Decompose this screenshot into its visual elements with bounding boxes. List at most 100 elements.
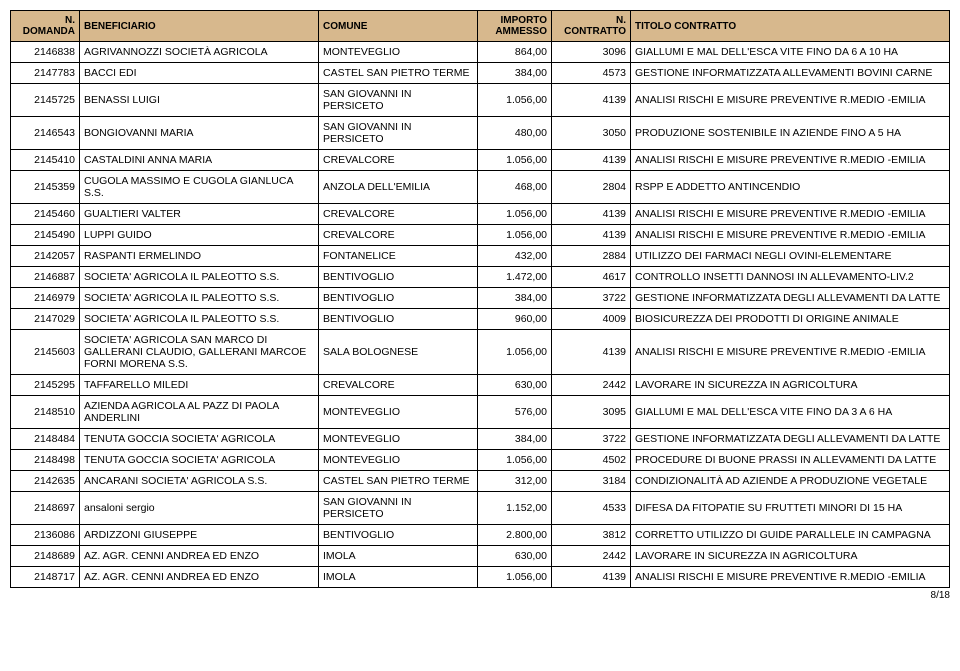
table-row: 2146543BONGIOVANNI MARIASAN GIOVANNI IN … [11,117,950,150]
cell-contratto: 3096 [552,42,631,63]
cell-comune: MONTEVEGLIO [319,450,478,471]
cell-importo: 1.472,00 [478,267,552,288]
cell-importo: 384,00 [478,63,552,84]
cell-titolo: LAVORARE IN SICUREZZA IN AGRICOLTURA [631,546,950,567]
cell-contratto: 2804 [552,171,631,204]
cell-importo: 1.152,00 [478,492,552,525]
cell-comune: CREVALCORE [319,375,478,396]
table-row: 2148484TENUTA GOCCIA SOCIETA' AGRICOLAMO… [11,429,950,450]
cell-comune: SAN GIOVANNI IN PERSICETO [319,492,478,525]
cell-titolo: BIOSICUREZZA DEI PRODOTTI DI ORIGINE ANI… [631,309,950,330]
cell-beneficiario: ARDIZZONI GIUSEPPE [80,525,319,546]
contracts-table: N. DOMANDA BENEFICIARIO COMUNE IMPORTO A… [10,10,950,588]
cell-comune: BENTIVOGLIO [319,267,478,288]
cell-titolo: ANALISI RISCHI E MISURE PREVENTIVE R.MED… [631,150,950,171]
cell-comune: SAN GIOVANNI IN PERSICETO [319,117,478,150]
cell-beneficiario: CUGOLA MASSIMO E CUGOLA GIANLUCA S.S. [80,171,319,204]
table-row: 2142635ANCARANI SOCIETA' AGRICOLA S.S.CA… [11,471,950,492]
cell-contratto: 4139 [552,567,631,588]
cell-domanda: 2145490 [11,225,80,246]
cell-beneficiario: AZ. AGR. CENNI ANDREA ED ENZO [80,567,319,588]
cell-comune: ANZOLA DELL'EMILIA [319,171,478,204]
cell-importo: 1.056,00 [478,567,552,588]
table-row: 2145725BENASSI LUIGISAN GIOVANNI IN PERS… [11,84,950,117]
table-row: 2145603SOCIETA' AGRICOLA SAN MARCO DI GA… [11,330,950,375]
cell-contratto: 3184 [552,471,631,492]
cell-domanda: 2146979 [11,288,80,309]
cell-titolo: GESTIONE INFORMATIZZATA ALLEVAMENTI BOVI… [631,63,950,84]
cell-contratto: 4502 [552,450,631,471]
cell-contratto: 2442 [552,546,631,567]
table-row: 2148498TENUTA GOCCIA SOCIETA' AGRICOLAMO… [11,450,950,471]
cell-contratto: 4573 [552,63,631,84]
cell-importo: 384,00 [478,288,552,309]
cell-comune: SALA BOLOGNESE [319,330,478,375]
cell-domanda: 2142635 [11,471,80,492]
cell-comune: IMOLA [319,567,478,588]
cell-comune: BENTIVOGLIO [319,288,478,309]
cell-beneficiario: TENUTA GOCCIA SOCIETA' AGRICOLA [80,429,319,450]
cell-importo: 1.056,00 [478,204,552,225]
cell-domanda: 2148697 [11,492,80,525]
cell-titolo: ANALISI RISCHI E MISURE PREVENTIVE R.MED… [631,84,950,117]
cell-domanda: 2142057 [11,246,80,267]
cell-contratto: 4139 [552,204,631,225]
cell-contratto: 4139 [552,150,631,171]
cell-contratto: 3812 [552,525,631,546]
cell-beneficiario: BONGIOVANNI MARIA [80,117,319,150]
cell-comune: CREVALCORE [319,204,478,225]
cell-titolo: ANALISI RISCHI E MISURE PREVENTIVE R.MED… [631,330,950,375]
cell-titolo: GIALLUMI E MAL DELL'ESCA VITE FINO DA 6 … [631,42,950,63]
cell-domanda: 2145725 [11,84,80,117]
cell-domanda: 2145410 [11,150,80,171]
cell-contratto: 4139 [552,330,631,375]
table-row: 2145490LUPPI GUIDOCREVALCORE1.056,004139… [11,225,950,246]
cell-beneficiario: SOCIETA' AGRICOLA SAN MARCO DI GALLERANI… [80,330,319,375]
cell-contratto: 4009 [552,309,631,330]
cell-contratto: 3095 [552,396,631,429]
cell-domanda: 2148689 [11,546,80,567]
cell-contratto: 3050 [552,117,631,150]
cell-importo: 480,00 [478,117,552,150]
cell-beneficiario: TENUTA GOCCIA SOCIETA' AGRICOLA [80,450,319,471]
cell-importo: 1.056,00 [478,150,552,171]
table-row: 2147029SOCIETA' AGRICOLA IL PALEOTTO S.S… [11,309,950,330]
cell-comune: FONTANELICE [319,246,478,267]
cell-titolo: GIALLUMI E MAL DELL'ESCA VITE FINO DA 3 … [631,396,950,429]
cell-importo: 312,00 [478,471,552,492]
cell-domanda: 2148484 [11,429,80,450]
cell-beneficiario: ANCARANI SOCIETA' AGRICOLA S.S. [80,471,319,492]
cell-contratto: 3722 [552,429,631,450]
cell-importo: 864,00 [478,42,552,63]
cell-importo: 630,00 [478,375,552,396]
cell-domanda: 2147029 [11,309,80,330]
page-number: 8/18 [10,590,950,601]
cell-domanda: 2136086 [11,525,80,546]
header-importo: IMPORTO AMMESSO [478,11,552,42]
table-row: 2148717AZ. AGR. CENNI ANDREA ED ENZOIMOL… [11,567,950,588]
cell-comune: MONTEVEGLIO [319,396,478,429]
cell-importo: 630,00 [478,546,552,567]
cell-domanda: 2148510 [11,396,80,429]
cell-importo: 1.056,00 [478,450,552,471]
cell-titolo: GESTIONE INFORMATIZZATA DEGLI ALLEVAMENT… [631,288,950,309]
table-row: 2148689AZ. AGR. CENNI ANDREA ED ENZOIMOL… [11,546,950,567]
cell-beneficiario: RASPANTI ERMELINDO [80,246,319,267]
cell-domanda: 2145603 [11,330,80,375]
cell-titolo: ANALISI RISCHI E MISURE PREVENTIVE R.MED… [631,204,950,225]
header-beneficiario: BENEFICIARIO [80,11,319,42]
table-body: 2146838AGRIVANNOZZI SOCIETÀ AGRICOLAMONT… [11,42,950,588]
table-row: 2145359CUGOLA MASSIMO E CUGOLA GIANLUCA … [11,171,950,204]
table-row: 2145295TAFFARELLO MILEDICREVALCORE630,00… [11,375,950,396]
cell-titolo: UTILIZZO DEI FARMACI NEGLI OVINI-ELEMENT… [631,246,950,267]
cell-importo: 2.800,00 [478,525,552,546]
cell-importo: 1.056,00 [478,225,552,246]
cell-titolo: PROCEDURE DI BUONE PRASSI IN ALLEVAMENTI… [631,450,950,471]
table-row: 2145460GUALTIERI VALTERCREVALCORE1.056,0… [11,204,950,225]
table-row: 2148697ansaloni sergioSAN GIOVANNI IN PE… [11,492,950,525]
table-row: 2146887SOCIETA' AGRICOLA IL PALEOTTO S.S… [11,267,950,288]
table-row: 2136086ARDIZZONI GIUSEPPEBENTIVOGLIO2.80… [11,525,950,546]
cell-titolo: PRODUZIONE SOSTENIBILE IN AZIENDE FINO A… [631,117,950,150]
header-contratto: N. CONTRATTO [552,11,631,42]
cell-comune: SAN GIOVANNI IN PERSICETO [319,84,478,117]
